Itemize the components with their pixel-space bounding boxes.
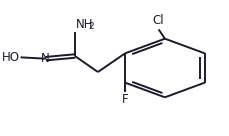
Text: F: F xyxy=(122,93,128,106)
Text: Cl: Cl xyxy=(153,14,164,27)
Text: N: N xyxy=(41,52,50,65)
Text: HO: HO xyxy=(2,51,19,64)
Text: NH: NH xyxy=(76,18,93,31)
Text: 2: 2 xyxy=(88,22,94,31)
